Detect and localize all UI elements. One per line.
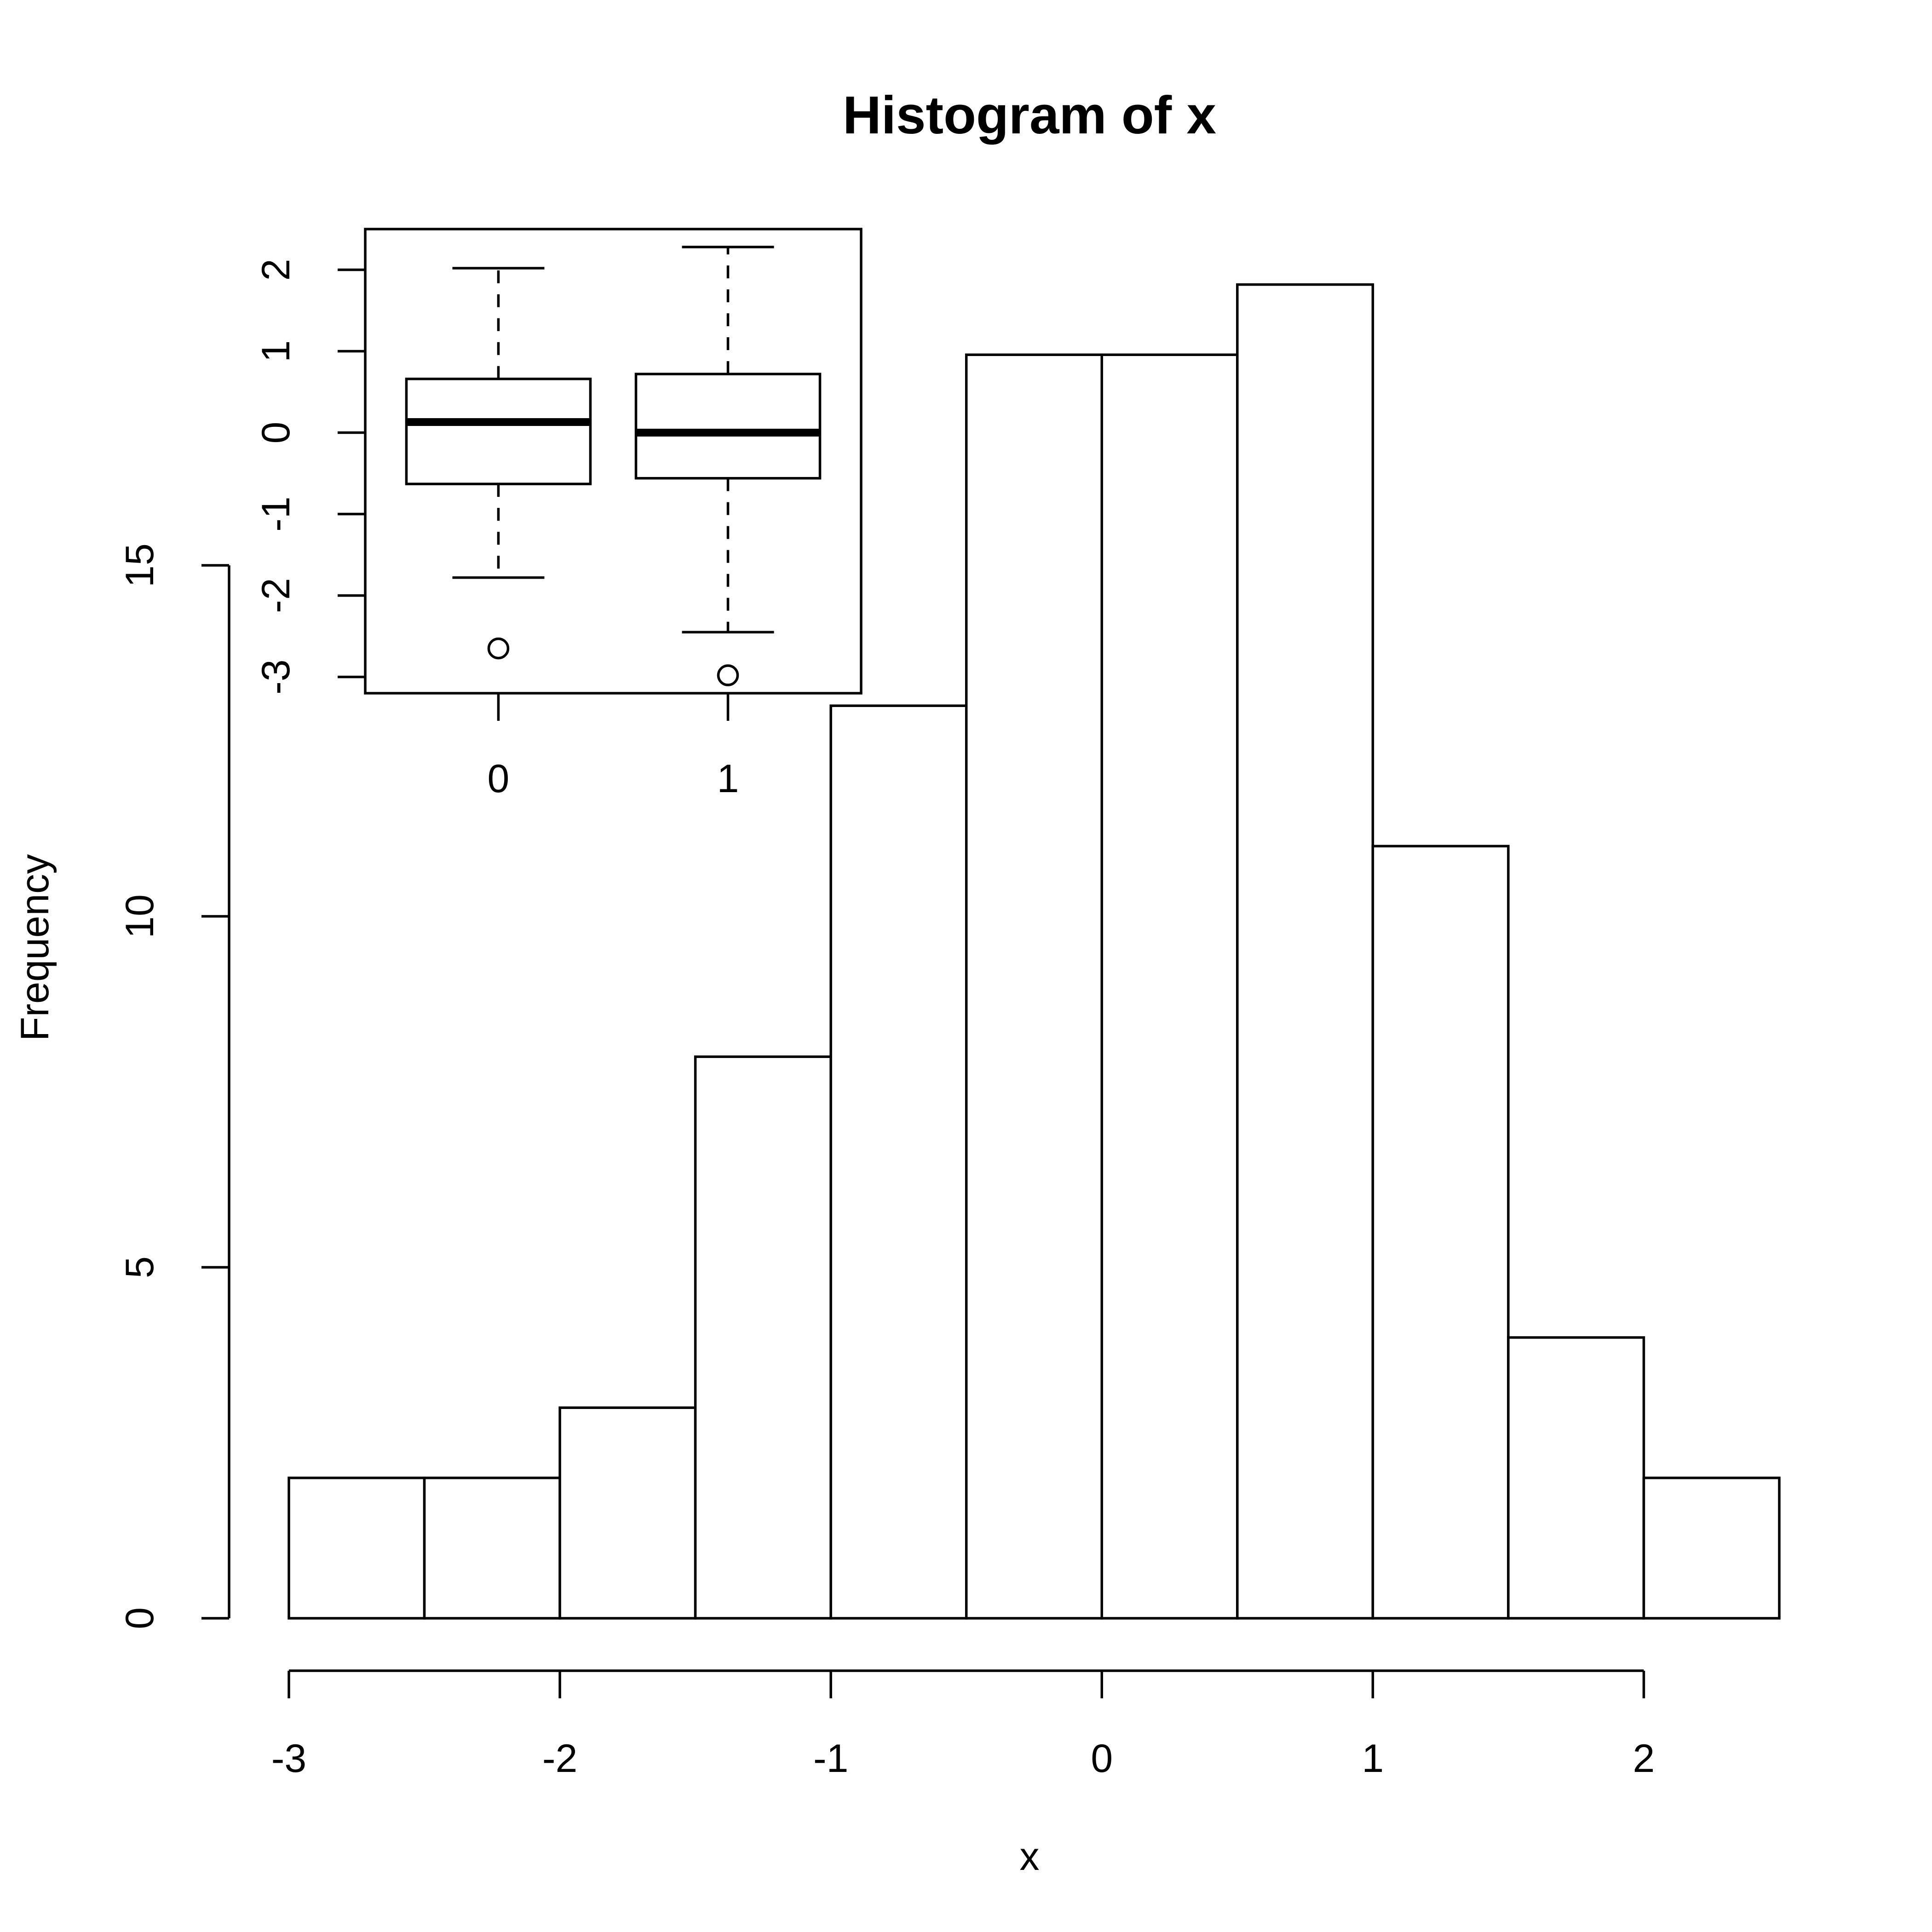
x-axis-label: x — [1020, 1834, 1040, 1879]
inset-y-tick-label: 2 — [254, 259, 298, 281]
histogram-bar — [1507, 1336, 1645, 1620]
inset-frame — [364, 228, 862, 695]
histogram-bar — [558, 1406, 697, 1620]
x-tick-label: 1 — [1362, 1736, 1384, 1781]
chart-title: Histogram of x — [843, 85, 1216, 145]
inset-y-tick-label: -2 — [254, 578, 298, 613]
inset-x-tick-label: 1 — [717, 757, 739, 801]
histogram-bar — [288, 1477, 426, 1620]
histogram-bar — [829, 704, 968, 1620]
histogram-bar — [1236, 283, 1374, 1620]
y-tick-label: 5 — [118, 1256, 162, 1278]
y-tick-label: 10 — [118, 894, 162, 938]
boxplot-group: 1 — [634, 246, 822, 801]
inset-y-tick-label: 1 — [254, 340, 298, 362]
x-tick-label: -1 — [813, 1736, 848, 1781]
boxplot-inset: 0 1 -3 -2 -1 0 1 2 — [254, 228, 862, 801]
histogram-bar — [694, 1055, 832, 1620]
y-axis: 0 5 10 15 — [118, 543, 230, 1629]
x-tick-label: -3 — [271, 1736, 306, 1781]
boxplot-outlier — [487, 637, 510, 660]
histogram-bars — [288, 283, 1781, 1620]
boxplot-outlier — [717, 664, 739, 686]
inset-y-tick-label: 0 — [254, 422, 298, 444]
x-tick-label: -2 — [542, 1736, 577, 1781]
y-tick-label: 15 — [118, 543, 162, 587]
boxplot-box — [634, 373, 822, 480]
x-axis: -3 -2 -1 0 1 2 — [271, 1669, 1655, 1781]
inset-x-tick-label: 0 — [488, 757, 510, 801]
x-tick-label: 2 — [1633, 1736, 1655, 1781]
histogram-bar — [965, 353, 1104, 1620]
histogram-bar — [1642, 1477, 1781, 1620]
boxplot-group: 0 — [405, 267, 592, 801]
boxplot-box — [405, 377, 592, 485]
y-axis-label: Frequency — [13, 854, 57, 1041]
histogram-bar — [1100, 353, 1239, 1620]
x-tick-label: 0 — [1091, 1736, 1113, 1781]
inset-y-tick-label: -3 — [254, 659, 298, 694]
y-tick-label: 0 — [118, 1607, 162, 1629]
histogram-bar — [423, 1477, 561, 1620]
histogram-bar — [1371, 845, 1510, 1620]
inset-y-tick-label: -1 — [254, 496, 298, 531]
